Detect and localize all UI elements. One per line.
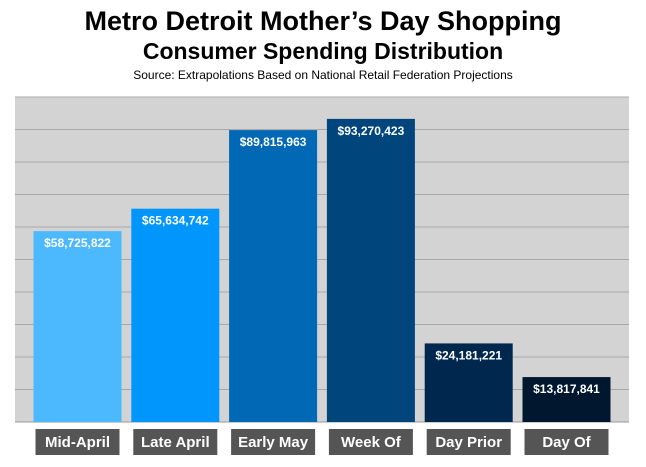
chart-title: Metro Detroit Mother’s Day Shopping: [84, 6, 562, 36]
category-labels: Mid-April Late April Early May Week Of Day P…: [35, 429, 609, 455]
value-label: $89,815,963: [240, 135, 307, 149]
category-label: Late April: [141, 434, 210, 451]
bar-late-april: [131, 208, 220, 422]
category-label-bg: [426, 429, 511, 455]
category-label: Day Prior: [435, 434, 502, 451]
chart-source-note: Source: Extrapolations Based on National…: [133, 68, 513, 82]
bar-day-of: [522, 377, 611, 422]
category-label: Mid-April: [45, 434, 110, 451]
category-label-bg: [524, 429, 609, 455]
bar-mid-april: [33, 231, 122, 422]
bar-day-prior: [424, 343, 513, 422]
value-labels: $58,725,822 $65,634,742 $89,815,963 $93,270…: [44, 124, 600, 396]
value-label: $13,817,841: [533, 382, 600, 396]
value-label: $93,270,423: [338, 124, 405, 138]
category-label-bg: [328, 429, 413, 455]
category-label-bg: [133, 429, 218, 455]
bars: [33, 118, 611, 422]
category-label: Early May: [238, 434, 309, 451]
bar-early-may: [229, 130, 318, 422]
category-label-bg: [231, 429, 316, 455]
bar-week-of: [326, 118, 415, 422]
chart-subtitle: Consumer Spending Distribution: [142, 38, 504, 64]
value-label: $24,181,221: [435, 348, 502, 362]
value-label: $58,725,822: [44, 236, 111, 250]
category-label: Week Of: [341, 434, 402, 451]
value-label: $65,634,742: [142, 214, 209, 228]
category-label: Day Of: [542, 434, 591, 451]
category-label-bg: [35, 429, 120, 455]
